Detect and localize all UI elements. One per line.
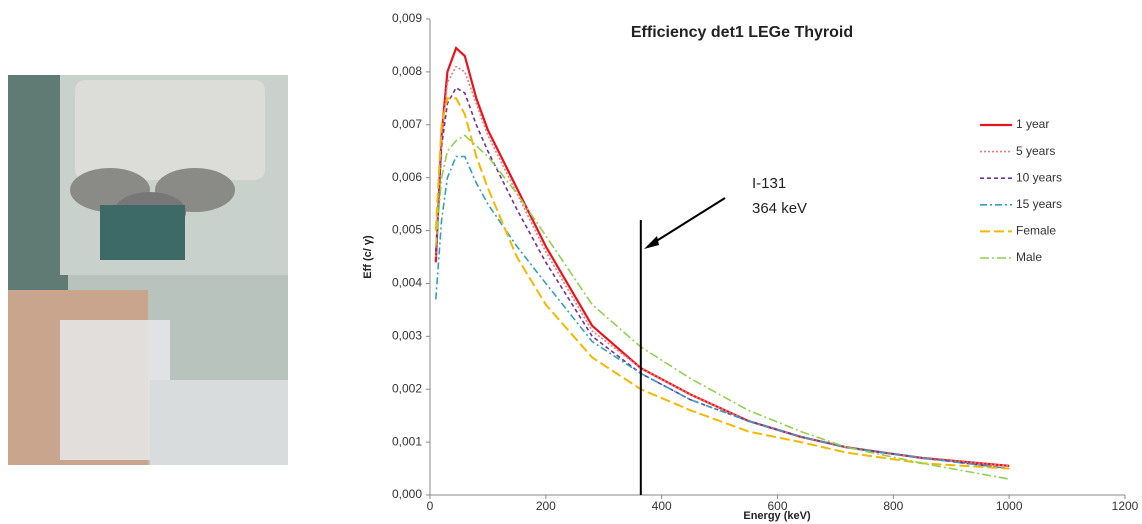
legend-label: 1 year: [1016, 117, 1049, 131]
annotation: I-131: [752, 175, 786, 192]
x-tick-label: 0: [427, 499, 434, 513]
photo: [8, 75, 288, 465]
legend-label: 15 years: [1016, 197, 1062, 211]
y-tick-label: 0,003: [392, 329, 422, 343]
x-tick-label: 800: [883, 499, 903, 513]
series-line: [435, 134, 1010, 480]
y-tick-label: 0,000: [392, 487, 422, 501]
x-tick-label: 1200: [1112, 499, 1139, 513]
legend-label: Female: [1016, 224, 1056, 238]
series-line: [435, 155, 1010, 470]
y-tick-label: 0,006: [392, 170, 422, 184]
series-line: [434, 97, 1010, 470]
x-tick-label: 400: [652, 499, 672, 513]
y-tick-label: 0,002: [392, 381, 422, 395]
y-tick-label: 0,001: [392, 434, 422, 448]
x-tick-label: 1000: [996, 499, 1023, 513]
x-axis-label: Energy (keV): [743, 510, 811, 522]
y-tick-label: 0,009: [392, 11, 422, 25]
series-line: [434, 46, 1010, 467]
y-tick-label: 0,007: [392, 117, 422, 131]
y-tick-label: 0,004: [392, 276, 422, 290]
arrow-head: [644, 236, 659, 249]
legend-label: 5 years: [1016, 144, 1055, 158]
annotation-arrow: [649, 197, 726, 246]
x-tick-label: 600: [767, 499, 787, 513]
chart-title: Efficiency det1 LEGe Thyroid: [631, 24, 853, 41]
legend-label: Male: [1016, 250, 1042, 264]
annotation: 364 keV: [752, 200, 807, 217]
y-tick-label: 0,008: [392, 64, 422, 78]
y-axis-label: Eff (c/ γ): [362, 235, 374, 279]
x-tick-label: 200: [536, 499, 556, 513]
y-tick-label: 0,005: [392, 223, 422, 237]
legend-label: 10 years: [1016, 170, 1062, 184]
